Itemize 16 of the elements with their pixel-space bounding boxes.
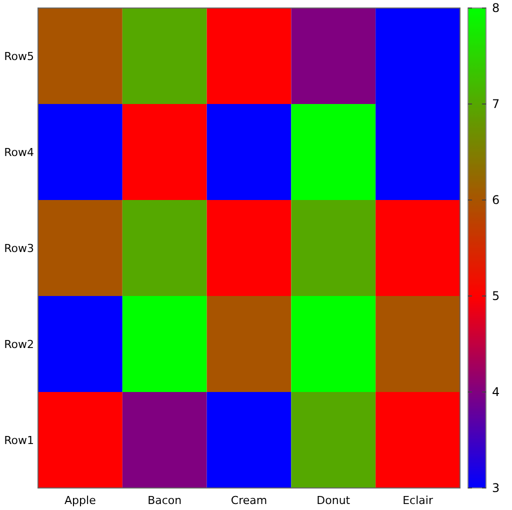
y-tick-label: Row3	[4, 242, 34, 255]
x-tick-label: Donut	[316, 494, 351, 507]
color-bar-label: 4	[492, 385, 500, 399]
x-tick-label: Apple	[64, 494, 96, 507]
y-tick-label: Row4	[4, 146, 34, 159]
color-bar-label: 6	[492, 193, 500, 207]
y-tick-label: Row2	[4, 338, 34, 351]
x-tick-label: Bacon	[148, 494, 182, 507]
color-bar-label: 3	[492, 481, 500, 495]
color-bar-label: 7	[492, 97, 500, 111]
x-tick-label: Cream	[230, 494, 268, 507]
color-bar-label: 8	[492, 1, 500, 15]
color-bar-label: 5	[492, 289, 500, 303]
y-tick-label: Row1	[4, 434, 34, 447]
y-tick-label: Row5	[4, 50, 34, 63]
x-tick-label: Eclair	[402, 494, 434, 507]
